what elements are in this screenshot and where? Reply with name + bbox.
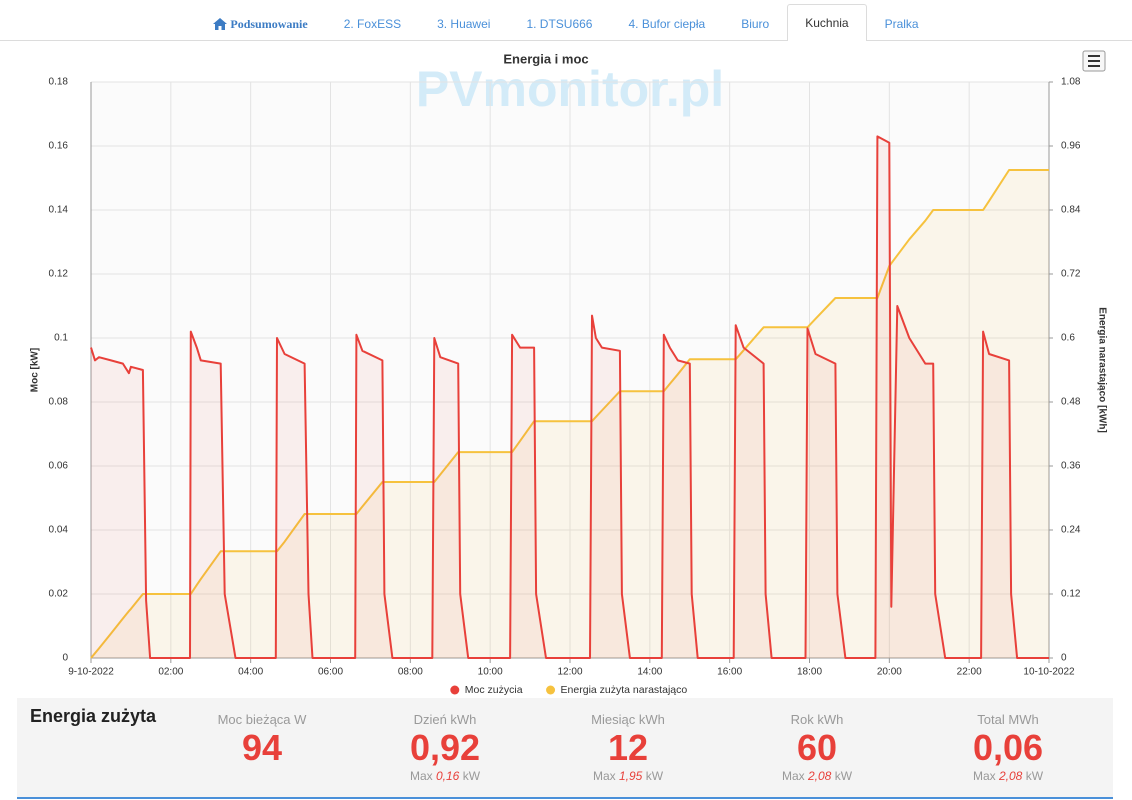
series-line — [90, 135, 1049, 659]
x-tick-label: 08:00 — [398, 667, 423, 678]
tab-label[interactable]: 1. DTSU666 — [526, 17, 593, 31]
stat-max-value: 2,08 — [807, 769, 832, 783]
tab-label[interactable]: Pralka — [884, 17, 919, 31]
x-tick-label: 06:00 — [318, 667, 343, 678]
y-axis-title: Moc [kW] — [30, 348, 41, 392]
y-tick-label: 0.1 — [54, 333, 68, 344]
tab-label[interactable]: 2. FoxESS — [343, 17, 402, 31]
y-tick-label: 0.08 — [49, 397, 69, 408]
y-tick-label: 0.18 — [49, 77, 69, 88]
stat-label: Miesiąc kWh — [591, 712, 665, 727]
stat-value: 0,06 — [972, 727, 1044, 768]
stat-max-value: 0,16 — [435, 769, 460, 783]
x-tick-label: 04:00 — [238, 667, 263, 678]
tab-label[interactable]: Kuchnia — [805, 16, 849, 30]
tab[interactable]: 3. Huawei — [419, 5, 508, 41]
tab-label[interactable]: Podsumowanie — [230, 17, 308, 31]
tab[interactable]: Pralka — [867, 5, 937, 41]
home-icon — [213, 18, 228, 30]
y2-tick-label: 0 — [1061, 653, 1067, 664]
tab-label[interactable]: Biuro — [741, 17, 770, 31]
stat-max-unit: kW — [834, 769, 853, 783]
summary-title: Energia zużyta — [30, 706, 157, 726]
stat-max-label: Max — [781, 769, 805, 783]
stat-max: Max 1,95 kW — [538, 769, 718, 783]
stat-max-unit: kW — [645, 769, 664, 783]
legend-label: Moc zużycia — [465, 684, 523, 696]
chart: Energia i moc PVmonitor.pl00.020.040.060… — [17, 41, 1113, 697]
y-tick-label: 0.06 — [49, 461, 69, 472]
tab-label[interactable]: 4. Bufor ciepła — [628, 17, 706, 31]
tab[interactable]: 2. FoxESS — [326, 5, 419, 41]
tab-bar: Podsumowanie 2. FoxESS 3. Huawei 1. DTSU666… — [0, 0, 1132, 41]
y2-axis-title: Energia narastająco [kWh] — [1096, 307, 1107, 433]
stat-value: 12 — [607, 727, 649, 768]
stat-max-unit: kW — [462, 769, 481, 783]
x-tick-label: 16:00 — [717, 667, 742, 678]
tab-label[interactable]: 3. Huawei — [437, 17, 491, 31]
legend-marker — [450, 685, 460, 695]
y-tick-label: 0 — [62, 653, 68, 664]
y2-tick-label: 0.48 — [1061, 397, 1081, 408]
stat-max-label: Max — [592, 769, 616, 783]
legend-marker — [546, 685, 556, 695]
stat: Miesiąc kWh 12 Max 1,95 kW — [538, 712, 718, 783]
y-tick-label: 0.16 — [49, 141, 69, 152]
stat: Dzień kWh 0,92 Max 0,16 kW — [355, 712, 535, 783]
stat-max: Max 0,16 kW — [355, 769, 535, 783]
stat-max-value: 1,95 — [618, 769, 643, 783]
x-tick-label: 14:00 — [637, 667, 662, 678]
x-tick-label: 02:00 — [158, 667, 183, 678]
stat: Moc bieżąca W 94 — [172, 712, 352, 769]
stat: Total MWh 0,06 Max 2,08 kW — [918, 712, 1098, 783]
x-tick-label: 10-10-2022 — [1023, 667, 1075, 678]
stat-value: 94 — [241, 727, 283, 768]
y2-tick-label: 0.6 — [1061, 333, 1075, 344]
x-tick-label: 22:00 — [957, 667, 982, 678]
x-tick-label: 9-10-2022 — [68, 667, 114, 678]
tab[interactable]: Podsumowanie — [195, 5, 325, 41]
stat-label: Rok kWh — [790, 712, 844, 727]
legend-label: Energia zużyta narastająco — [561, 684, 688, 696]
y2-tick-label: 0.84 — [1061, 205, 1081, 216]
y-tick-label: 0.04 — [49, 525, 69, 536]
stat-max-label: Max — [409, 769, 433, 783]
chart-title: Energia i moc — [503, 51, 588, 66]
y2-tick-label: 0.96 — [1061, 141, 1081, 152]
stat: Rok kWh 60 Max 2,08 kW — [727, 712, 907, 783]
y2-tick-label: 1.08 — [1061, 77, 1081, 88]
tab[interactable]: 1. DTSU666 — [508, 5, 610, 41]
y2-tick-label: 0.24 — [1061, 525, 1081, 536]
y2-tick-label: 0.72 — [1061, 269, 1081, 280]
stat-max-value: 2,08 — [998, 769, 1023, 783]
y-tick-label: 0.14 — [49, 205, 69, 216]
y-tick-label: 0.12 — [49, 269, 69, 280]
x-tick-label: 10:00 — [478, 667, 503, 678]
stat-label: Dzień kWh — [413, 712, 477, 727]
x-tick-label: 18:00 — [797, 667, 822, 678]
stat-max: Max 2,08 kW — [727, 769, 907, 783]
legend: Moc zużycia Energia zużyta narastająco — [450, 684, 687, 696]
stat-label: Total MWh — [977, 712, 1039, 727]
series-area — [91, 136, 1049, 658]
stat-value: 60 — [796, 727, 838, 768]
series-area — [91, 170, 1049, 658]
stat-max: Max 2,08 kW — [918, 769, 1098, 783]
stat-label: Moc bieżąca W — [217, 712, 307, 727]
tab[interactable]: Kuchnia — [787, 4, 867, 41]
tab[interactable]: 4. Bufor ciepła — [610, 5, 723, 41]
summary-panel: Energia zużyta Moc bieżąca W 94 Dzień kWh 0… — [17, 698, 1113, 799]
y2-tick-label: 0.12 — [1061, 589, 1081, 600]
x-tick-label: 20:00 — [877, 667, 902, 678]
stat-value: 0,92 — [409, 727, 481, 768]
stat-max-label: Max — [972, 769, 996, 783]
x-tick-label: 12:00 — [557, 667, 582, 678]
stat-max-unit: kW — [1025, 769, 1044, 783]
tab[interactable]: Biuro — [723, 5, 787, 41]
menu-button[interactable] — [1082, 50, 1106, 72]
y-tick-label: 0.02 — [49, 589, 69, 600]
y2-tick-label: 0.36 — [1061, 461, 1081, 472]
